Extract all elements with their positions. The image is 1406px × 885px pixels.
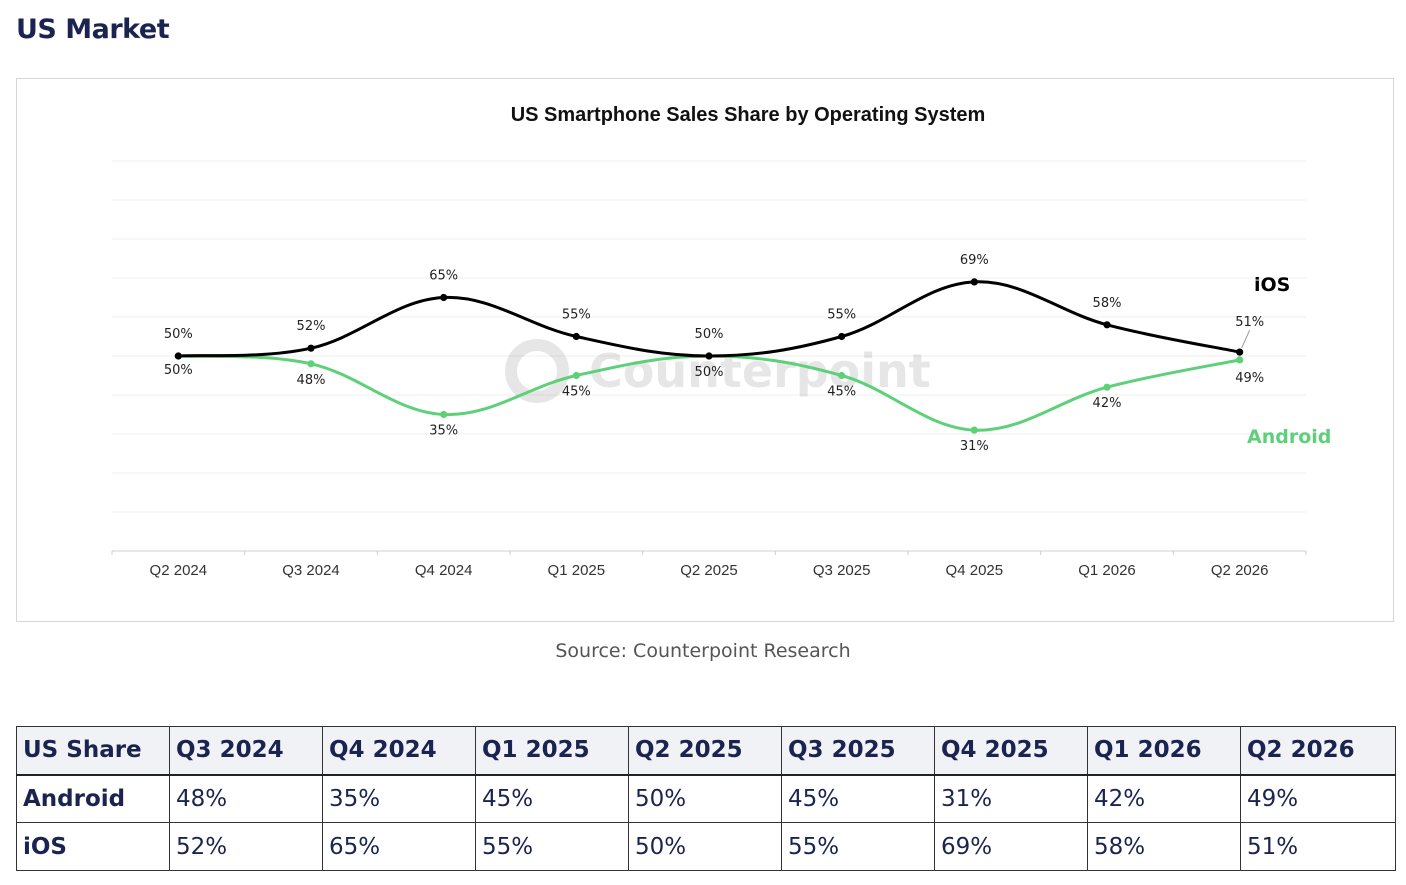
x-tick-label: Q2 2025	[680, 562, 738, 579]
table-cell: 49%	[1240, 774, 1396, 823]
data-point-android	[572, 371, 580, 380]
data-point-ios	[838, 332, 846, 341]
table-cell: 35%	[322, 774, 476, 823]
table-header-cell: Q2 2026	[1240, 726, 1396, 776]
data-label-ios: 50%	[695, 327, 724, 342]
data-point-ios	[174, 352, 182, 360]
data-label-ios: 51%	[1235, 315, 1264, 330]
table-cell: 50%	[628, 822, 782, 871]
chart-panel: US Smartphone Sales Share by Operating S…	[16, 78, 1394, 622]
data-label-ios: 50%	[164, 327, 193, 342]
table-cell: 42%	[1087, 774, 1241, 823]
data-point-ios	[440, 293, 448, 302]
table-cell: 45%	[781, 774, 935, 823]
table-header-cell: Q2 2025	[628, 726, 782, 776]
table-cell: 31%	[934, 774, 1088, 823]
table-header-row: US Share Q3 2024 Q4 2024 Q1 2025 Q2 2025…	[16, 726, 1396, 776]
table-header-cell: Q3 2024	[169, 726, 323, 776]
table-header-cell: Q4 2024	[322, 726, 476, 776]
label-leader-line	[1241, 329, 1251, 349]
data-point-ios	[705, 352, 713, 360]
data-label-android: 31%	[960, 439, 989, 454]
table-row: Android 48% 35% 45% 50% 45% 31% 42% 49%	[16, 774, 1396, 823]
table-cell: 51%	[1240, 822, 1396, 871]
series-label-android: Android	[1247, 426, 1331, 448]
data-label-android: 48%	[297, 373, 326, 388]
table-header-cell: Q1 2025	[475, 726, 629, 776]
data-label-android: 45%	[827, 385, 856, 400]
table-cell: 58%	[1087, 822, 1241, 871]
data-point-android	[970, 426, 978, 434]
x-tick-label: Q3 2024	[282, 562, 340, 579]
data-point-ios	[572, 332, 580, 341]
data-label-ios: 52%	[297, 319, 326, 334]
table-header-cell: Q1 2026	[1087, 726, 1241, 776]
x-tick-label: Q4 2024	[415, 562, 473, 579]
data-label-ios: 69%	[960, 253, 989, 268]
page-title: US Market	[16, 14, 170, 45]
table-header-cell: Q3 2025	[781, 726, 935, 776]
series-label-ios: iOS	[1254, 274, 1290, 296]
table-row-label: Android	[16, 774, 170, 823]
data-label-android: 35%	[429, 424, 458, 439]
data-label-android: 45%	[562, 385, 591, 400]
table-row-label: iOS	[16, 822, 170, 871]
data-label-ios: 58%	[1093, 296, 1122, 311]
data-point-ios	[970, 278, 978, 286]
table-header-cell: US Share	[16, 726, 170, 776]
share-table: US Share Q3 2024 Q4 2024 Q1 2025 Q2 2025…	[16, 726, 1396, 871]
x-tick-label: Q1 2025	[548, 562, 606, 579]
chart-title: US Smartphone Sales Share by Operating S…	[511, 104, 986, 126]
table-cell: 52%	[169, 822, 323, 871]
x-tick-label: Q2 2026	[1211, 562, 1269, 579]
data-point-ios	[1103, 321, 1111, 329]
table-cell: 69%	[934, 822, 1088, 871]
data-label-ios: 55%	[562, 308, 591, 323]
data-label-ios: 65%	[429, 269, 458, 284]
data-label-android: 50%	[695, 365, 724, 380]
x-tick-label: Q2 2024	[150, 562, 208, 579]
table-header-cell: Q4 2025	[934, 726, 1088, 776]
data-label-android: 42%	[1093, 396, 1122, 411]
data-point-ios	[1236, 348, 1244, 356]
table-cell: 65%	[322, 822, 476, 871]
table-row: iOS 52% 65% 55% 50% 55% 69% 58% 51%	[16, 822, 1396, 871]
table-cell: 45%	[475, 774, 629, 823]
table-cell: 55%	[475, 822, 629, 871]
data-label-ios: 55%	[827, 308, 856, 323]
data-point-android	[440, 410, 448, 419]
line-chart: US Smartphone Sales Share by Operating S…	[111, 104, 1331, 579]
data-label-android: 49%	[1235, 371, 1264, 386]
table-cell: 50%	[628, 774, 782, 823]
data-point-android	[307, 360, 315, 368]
data-label-android: 50%	[164, 363, 193, 378]
data-point-android	[838, 371, 846, 380]
x-tick-label: Q4 2025	[946, 562, 1004, 579]
x-tick-label: Q3 2025	[813, 562, 871, 579]
data-point-ios	[307, 344, 315, 352]
source-caption: Source: Counterpoint Research	[555, 640, 851, 662]
table-cell: 55%	[781, 822, 935, 871]
table-cell: 48%	[169, 774, 323, 823]
data-point-android	[1236, 356, 1244, 364]
data-point-android	[1103, 383, 1111, 391]
x-tick-label: Q1 2026	[1078, 562, 1136, 579]
